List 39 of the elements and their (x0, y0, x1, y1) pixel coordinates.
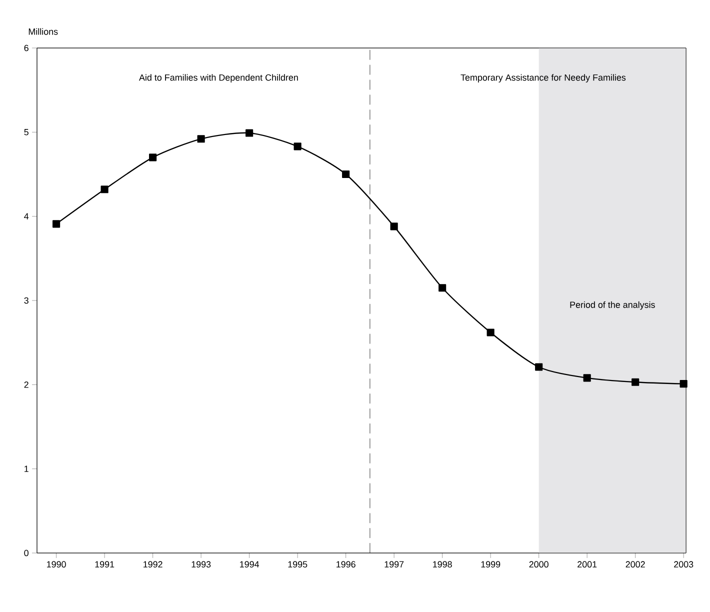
x-tick-label: 1991 (95, 561, 114, 568)
point (535, 363, 543, 371)
x-tick-label: 2000 (529, 561, 548, 568)
point (632, 378, 640, 386)
x-tick-label: 1994 (240, 561, 260, 568)
point (438, 284, 446, 292)
y-tick-label: 4 (24, 213, 29, 220)
y-tick-label: 5 (24, 129, 28, 136)
y-tick-label: 6 (24, 44, 28, 52)
y-axis-title: Millions (28, 28, 58, 35)
point (342, 170, 350, 178)
x-tick-label: 1993 (192, 561, 211, 568)
point (583, 374, 591, 382)
point (52, 220, 60, 228)
x-tick-label: 1998 (433, 561, 452, 568)
y-tick-label: 1 (24, 466, 28, 472)
y-tick-label: 0 (24, 550, 28, 556)
point (246, 129, 254, 137)
annotation: Temporary Assistance for Needy Families (460, 74, 626, 82)
x-tick-label: 2001 (578, 561, 597, 568)
point (100, 186, 108, 194)
point (197, 135, 205, 143)
x-tick-label: 1992 (144, 561, 162, 568)
point (680, 380, 688, 388)
point (486, 328, 494, 336)
y-tick-label: 2 (24, 382, 28, 388)
x-tick-label: 2003 (674, 561, 694, 568)
x-tick-label: 1997 (384, 561, 404, 568)
annotation: Aid to Families with Dependent Children (138, 74, 298, 82)
y-tick-label: 3 (24, 297, 28, 304)
point (390, 222, 398, 230)
band-label: Period of the analysis (570, 301, 655, 310)
x-tick-label: 1996 (336, 561, 356, 568)
point (149, 154, 157, 162)
point (294, 142, 302, 150)
x-tick-label: 1995 (288, 561, 308, 568)
x-tick-label: 1990 (47, 561, 66, 568)
x-tick-label: 2002 (626, 561, 645, 568)
x-tick-label: 1999 (481, 561, 500, 568)
